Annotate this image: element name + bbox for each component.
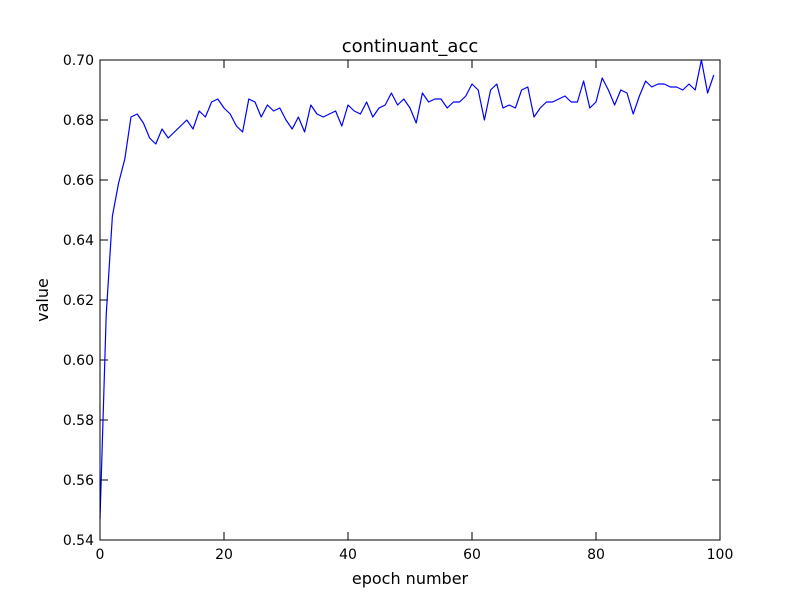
series-line	[99, 59, 715, 520]
series-layer	[99, 59, 715, 520]
y-tick-label: 0.56	[63, 473, 94, 489]
y-tick-label: 0.68	[63, 113, 94, 129]
x-tick-label: 60	[463, 547, 481, 563]
x-tick-label: 0	[96, 547, 105, 563]
y-tick-label: 0.58	[63, 413, 94, 429]
x-tick-label: 20	[215, 547, 233, 563]
y-tick-label: 0.60	[63, 353, 94, 369]
x-tick-label: 40	[339, 547, 357, 563]
plot-area	[100, 60, 720, 540]
y-tick-label: 0.62	[63, 293, 94, 309]
y-tick-label: 0.64	[63, 233, 94, 249]
ticks-layer: 0 20 40 60 80 100 0.54 0.56 0.58 0.60 0.62 0.64 0.66…	[63, 53, 734, 563]
y-tick-label: 0.70	[63, 53, 94, 69]
y-tick-label: 0.54	[63, 533, 94, 549]
chart-title: continuant_acc	[342, 36, 479, 57]
x-tick-label: 100	[707, 547, 734, 563]
y-tick-label: 0.66	[63, 173, 94, 189]
x-tick-label: 80	[587, 547, 605, 563]
y-axis-label: value	[33, 278, 52, 322]
x-axis-label: epoch number	[352, 569, 469, 588]
plot-frame	[99, 59, 721, 541]
